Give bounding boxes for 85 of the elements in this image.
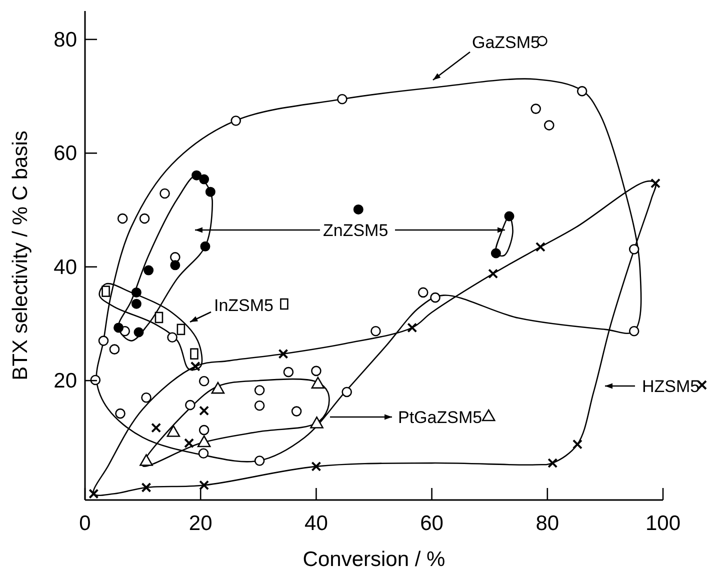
point [88, 488, 99, 499]
x-tick-label: 100 [645, 512, 681, 535]
point [151, 422, 162, 433]
point [283, 366, 294, 378]
point [176, 324, 186, 336]
y-tick-label: 20 [54, 370, 77, 393]
point [102, 286, 110, 297]
series-label: ZnZSM5 [323, 221, 388, 240]
point [353, 204, 364, 214]
point [197, 435, 211, 448]
point [199, 480, 210, 490]
point [185, 400, 196, 410]
point [170, 260, 180, 270]
point [205, 186, 216, 197]
point [184, 438, 194, 448]
legend-label: GaZSM5 [472, 33, 540, 52]
point [198, 376, 210, 386]
x-tick-label: 40 [304, 512, 328, 535]
y-axis-title: BTX selectivity / % C basis [9, 130, 32, 380]
point [141, 482, 152, 492]
point [407, 322, 418, 333]
point [115, 408, 126, 419]
point [192, 170, 202, 180]
point [628, 326, 640, 336]
point [114, 322, 124, 333]
point [311, 366, 322, 376]
point [198, 448, 209, 459]
point [544, 120, 554, 130]
point [131, 298, 142, 309]
point [98, 336, 109, 346]
x-tick-label: 60 [420, 512, 444, 535]
point [109, 344, 120, 354]
point [141, 392, 152, 403]
x-tick-label: 0 [79, 512, 91, 535]
y-tick-label: 80 [54, 28, 77, 52]
x-axis-title: Conversion / % [302, 548, 446, 571]
point [337, 94, 348, 104]
point [430, 292, 440, 303]
point [535, 242, 546, 252]
point [134, 327, 144, 338]
point [131, 287, 142, 298]
point [548, 458, 558, 468]
point [254, 456, 265, 466]
point [504, 211, 514, 222]
x-tick-label: 20 [188, 512, 212, 535]
point [254, 400, 265, 411]
point [199, 406, 210, 416]
point [254, 385, 265, 396]
point [200, 241, 210, 252]
point [230, 116, 242, 126]
point [628, 244, 640, 254]
point [154, 312, 164, 324]
point [190, 348, 198, 360]
y-tick-label: 40 [54, 256, 77, 279]
point [199, 174, 210, 184]
legend-label: HZSM5 [642, 377, 700, 396]
point [90, 374, 101, 386]
point [342, 386, 352, 398]
point [310, 416, 324, 428]
point [117, 213, 128, 224]
point [211, 382, 225, 394]
point [278, 348, 288, 359]
point [139, 213, 150, 224]
point [311, 461, 322, 472]
point [370, 326, 381, 336]
point [166, 425, 180, 437]
x-tick-label: 80 [536, 512, 560, 535]
point [418, 287, 428, 298]
y-tick-label: 60 [54, 142, 77, 166]
point [650, 178, 660, 188]
point [291, 406, 302, 416]
point [530, 104, 541, 114]
point [311, 376, 325, 389]
point [160, 188, 170, 199]
point [144, 265, 154, 276]
point [190, 361, 200, 372]
point [576, 86, 588, 96]
point [490, 248, 501, 258]
legend-label: PtGaZSM5 [398, 408, 482, 427]
legend-label: InZSM5 [214, 296, 274, 315]
point [488, 268, 498, 279]
point [198, 424, 210, 436]
point [167, 332, 178, 343]
point [572, 439, 582, 450]
point [140, 454, 153, 466]
